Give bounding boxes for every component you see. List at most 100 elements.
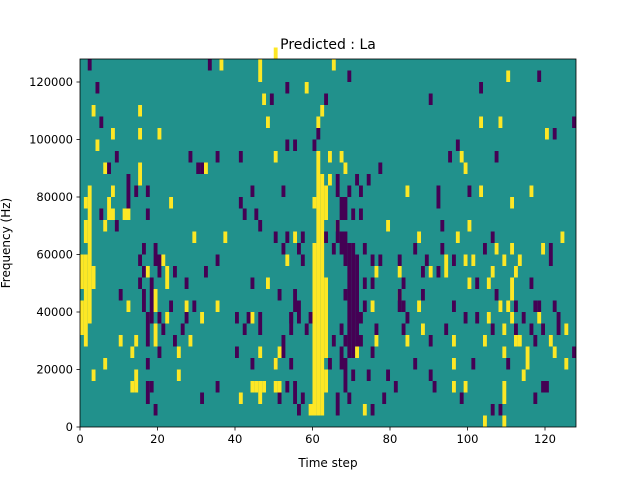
heatmap-cell <box>335 231 340 243</box>
heatmap-cell <box>316 404 321 416</box>
heatmap-cell <box>91 369 96 381</box>
heatmap-cell <box>351 266 356 278</box>
heatmap-cell <box>351 369 356 381</box>
heatmap-cell <box>312 358 317 370</box>
heatmap-cell <box>250 381 255 393</box>
heatmap-cell <box>149 277 154 289</box>
heatmap-cell <box>320 369 325 381</box>
heatmap-cell <box>138 162 143 174</box>
heatmap-cell <box>463 381 468 393</box>
heatmap-cell <box>324 346 329 358</box>
heatmap-cell <box>401 323 406 335</box>
heatmap-cell <box>316 266 321 278</box>
heatmap-cell <box>351 335 356 347</box>
heatmap-cell <box>494 151 499 163</box>
heatmap-cell <box>475 277 480 289</box>
heatmap-cell <box>161 254 166 266</box>
heatmap-cell <box>304 82 309 94</box>
heatmap-cell <box>316 381 321 393</box>
heatmap-cell <box>467 220 472 232</box>
heatmap-cell <box>258 392 263 404</box>
heatmap-cell <box>498 116 503 128</box>
heatmap-cell <box>502 392 507 404</box>
heatmap-cell <box>362 404 367 416</box>
heatmap-cell <box>83 266 88 278</box>
heatmap-cell <box>83 220 88 232</box>
heatmap-cell <box>165 277 170 289</box>
heatmap-cell <box>413 358 418 370</box>
heatmap-cell <box>556 312 561 324</box>
heatmap-cell <box>169 197 174 209</box>
heatmap-cell <box>428 369 433 381</box>
heatmap-cell <box>479 185 484 197</box>
heatmap-cell <box>258 346 263 358</box>
heatmap-cell <box>316 369 321 381</box>
heatmap-cell <box>200 162 205 174</box>
heatmap-cell <box>312 312 317 324</box>
heatmap-cell <box>134 381 139 393</box>
heatmap-cell <box>413 243 418 255</box>
heatmap-cell <box>300 392 305 404</box>
heatmap-cell <box>370 277 375 289</box>
heatmap-cell <box>285 82 290 94</box>
heatmap-cell <box>281 335 286 347</box>
heatmap-cell <box>312 335 317 347</box>
plot-frame <box>79 58 577 428</box>
heatmap-cell <box>266 277 270 289</box>
heatmap-cell <box>153 335 158 347</box>
heatmap-cell <box>235 346 239 358</box>
heatmap-cell <box>165 266 170 278</box>
heatmap-cell <box>343 381 348 393</box>
heatmap-cell <box>366 369 371 381</box>
heatmap-cell <box>145 266 150 278</box>
heatmap-cell <box>328 358 332 370</box>
x-tick-label: 80 <box>383 432 398 446</box>
heatmap-cell <box>277 392 282 404</box>
heatmap-cell <box>362 243 367 255</box>
heatmap-cell <box>347 185 352 197</box>
heatmap-cell <box>362 277 367 289</box>
heatmap-cell <box>107 208 112 220</box>
heatmap-cell <box>285 231 290 243</box>
heatmap-cell <box>328 174 332 186</box>
heatmap-cell <box>347 323 352 335</box>
heatmap-cell <box>273 358 278 370</box>
heatmap-cell <box>366 174 371 186</box>
heatmap-cell <box>289 312 294 324</box>
heatmap-cell <box>331 335 336 347</box>
heatmap-cell <box>196 162 201 174</box>
heatmap-cell <box>316 277 321 289</box>
heatmap-cell <box>401 277 406 289</box>
heatmap-cell <box>130 346 135 358</box>
y-tick-label: 100000 <box>29 133 73 147</box>
heatmap-cell <box>324 208 329 220</box>
heatmap-cell <box>467 185 472 197</box>
heatmap-cell <box>87 197 92 209</box>
heatmap-cell <box>386 220 391 232</box>
heatmap-cell <box>188 151 193 163</box>
heatmap-cell <box>273 151 278 163</box>
heatmap-cell <box>87 208 92 220</box>
heatmap-cell <box>355 312 360 324</box>
heatmap-cell <box>452 300 456 312</box>
heatmap-cell <box>184 312 189 324</box>
heatmap-cell <box>95 139 100 151</box>
heatmap-cell <box>525 358 530 370</box>
heatmap-cell <box>80 266 84 278</box>
heatmap-cell <box>258 381 263 393</box>
heatmap-cell <box>114 220 119 232</box>
heatmap-cell <box>548 254 553 266</box>
heatmap-cell <box>316 151 321 163</box>
heatmap-cell <box>250 358 255 370</box>
heatmap-cell <box>463 254 468 266</box>
heatmap-cell <box>99 116 104 128</box>
heatmap-cell <box>351 323 356 335</box>
heatmap-cell <box>355 174 360 186</box>
heatmap-cell <box>316 243 321 255</box>
heatmap-cell <box>432 381 437 393</box>
x-tick-label: 20 <box>150 432 165 446</box>
heatmap-cell <box>421 323 425 335</box>
heatmap-cell <box>490 323 495 335</box>
heatmap-cell <box>397 266 402 278</box>
